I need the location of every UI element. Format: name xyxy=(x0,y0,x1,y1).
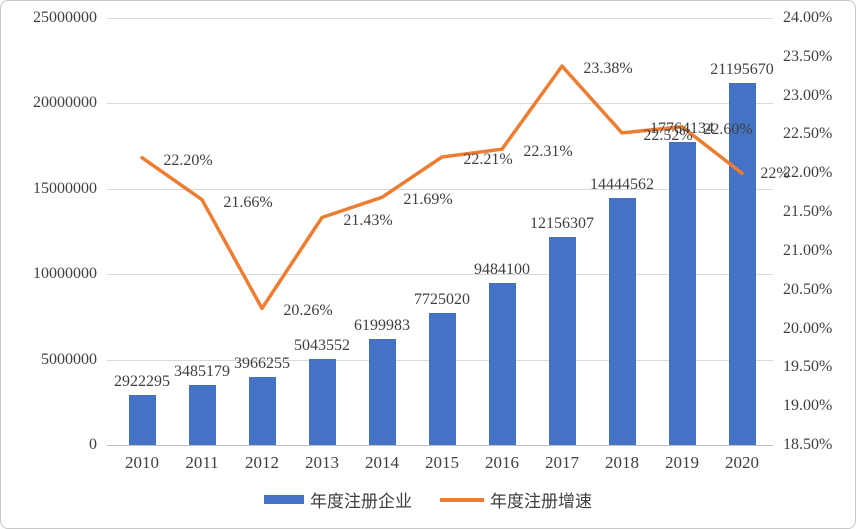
bar-2018 xyxy=(608,198,636,445)
x-axis-label-2020: 2020 xyxy=(725,453,759,472)
line-value-label: 21.66% xyxy=(223,193,273,211)
bar-series-swatch-icon xyxy=(264,495,304,504)
x-axis-label-2019: 2019 xyxy=(665,453,699,472)
bar-value-label: 14444562 xyxy=(590,176,654,194)
left-axis-tick: 20000000 xyxy=(33,94,97,112)
bar-2010 xyxy=(128,395,156,445)
left-axis-tick: 5000000 xyxy=(41,350,97,368)
x-axis-line xyxy=(107,445,773,446)
bar-value-label: 12156307 xyxy=(530,215,594,233)
right-axis-tick: 24.00% xyxy=(783,9,833,26)
bar-value-label: 2922295 xyxy=(114,373,170,391)
bar-value-label: 6199983 xyxy=(354,317,410,335)
grid-line xyxy=(107,103,773,105)
bar-2019 xyxy=(668,141,696,445)
legend-bar-label: 年度注册企业 xyxy=(310,492,412,511)
line-value-label: 22.60% xyxy=(703,120,753,138)
x-axis-label-2015: 2015 xyxy=(425,453,459,472)
left-axis-tick: 10000000 xyxy=(33,265,97,283)
grid-line xyxy=(107,18,773,19)
line-value-label: 22% xyxy=(760,165,790,183)
left-axis-tick: 15000000 xyxy=(33,179,97,197)
bar-2013 xyxy=(308,358,336,445)
bar-value-label: 7725020 xyxy=(414,291,470,309)
bar-value-label: 5043552 xyxy=(294,336,350,354)
line-value-label: 21.43% xyxy=(343,211,393,229)
bar-value-label: 9484100 xyxy=(474,261,530,278)
line-series-swatch-icon xyxy=(440,497,484,502)
line-value-label: 22.20% xyxy=(163,151,213,169)
right-axis-tick: 23.00% xyxy=(783,86,833,104)
x-axis-label-2016: 2016 xyxy=(485,453,519,472)
x-axis-label-2013: 2013 xyxy=(305,453,339,472)
right-axis-tick: 23.50% xyxy=(783,47,833,65)
legend: 年度注册企业 年度注册增速 xyxy=(1,487,855,512)
x-axis-label-2010: 2010 xyxy=(125,453,159,472)
line-value-label: 20.26% xyxy=(283,302,333,320)
line-value-label: 23.38% xyxy=(583,60,633,78)
x-axis-label-2011: 2011 xyxy=(185,453,219,472)
x-axis-label-2012: 2012 xyxy=(245,453,279,472)
right-axis-tick: 18.50% xyxy=(783,436,833,453)
line-value-label: 22.31% xyxy=(523,143,573,161)
right-axis-tick: 19.50% xyxy=(783,358,833,376)
right-axis-tick: 22.00% xyxy=(783,164,833,182)
left-axis-tick: 0 xyxy=(89,436,97,453)
bar-value-label: 17764134 xyxy=(650,119,714,137)
bar-value-label: 3966255 xyxy=(234,355,290,373)
right-axis-tick: 21.50% xyxy=(783,203,833,221)
line-value-label: 21.69% xyxy=(403,191,453,209)
x-axis-label-2018: 2018 xyxy=(605,453,639,472)
bar-2015 xyxy=(428,313,456,445)
bar-2017 xyxy=(548,237,576,445)
x-axis-label-2014: 2014 xyxy=(365,453,399,472)
left-axis-tick: 25000000 xyxy=(33,9,97,26)
right-axis-tick: 21.00% xyxy=(783,241,833,259)
right-axis-tick: 20.50% xyxy=(783,280,833,298)
right-axis-tick: 19.00% xyxy=(783,397,833,415)
x-axis-label-2017: 2017 xyxy=(545,453,579,472)
bar-2016 xyxy=(488,283,516,445)
right-axis-tick: 22.50% xyxy=(783,125,833,143)
legend-item-line: 年度注册增速 xyxy=(440,487,592,512)
legend-line-label: 年度注册增速 xyxy=(490,492,592,511)
bar-2014 xyxy=(368,339,396,445)
bar-value-label: 21195670 xyxy=(710,60,774,78)
line-value-label: 22.21% xyxy=(463,150,513,168)
bar-2011 xyxy=(188,385,216,445)
right-axis-tick: 20.00% xyxy=(783,319,833,337)
line-value-label: 22.52% xyxy=(643,126,693,144)
legend-item-bars: 年度注册企业 xyxy=(264,487,412,512)
bar-value-label: 3485179 xyxy=(174,363,230,381)
bar-2012 xyxy=(248,377,276,445)
